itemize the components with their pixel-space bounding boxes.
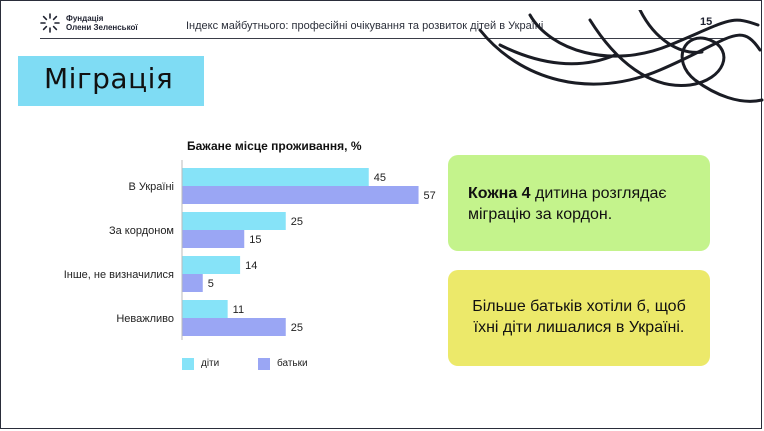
bar-parents	[182, 274, 203, 292]
bar-parents	[182, 318, 286, 336]
migration-bar-chart: Бажане місце проживання, % В Україні 45 57 З…	[64, 139, 436, 370]
callout-2-line-1: Більше батьків хотіли б, щоб	[472, 298, 686, 315]
callout-1-rest: дитина розглядає	[530, 185, 667, 202]
header-title: Індекс майбутнього: професійні очікуванн…	[186, 20, 544, 32]
section-title-background	[18, 56, 204, 106]
callout-parents-preference: Більше батьків хотіли б, щоб їхні діти л…	[448, 270, 710, 366]
chart-title: Бажане місце проживання, %	[187, 139, 362, 153]
legend-label: діти	[201, 358, 219, 369]
bar-children	[182, 300, 228, 318]
section-title: Міграція	[44, 62, 174, 95]
callout-1-line-2: міграцію за кордон.	[468, 206, 613, 223]
header-divider	[40, 38, 728, 39]
callout-1-line-1: Кожна 4 дитина розглядає	[468, 183, 710, 204]
data-label: 5	[208, 278, 214, 290]
legend-swatch	[182, 358, 194, 370]
bar-parents	[182, 230, 245, 248]
bar-parents	[182, 186, 419, 204]
callout-1-bold: Кожна 4	[468, 185, 531, 202]
page-number: 15	[700, 16, 713, 28]
logo-line-2: Олени Зеленської	[66, 23, 138, 32]
data-label: 25	[291, 322, 303, 334]
category-label: Інше, не визначилися	[64, 269, 174, 281]
legend-label: батьки	[277, 357, 308, 369]
data-label: 45	[374, 172, 386, 184]
logo-line-1: Фундація	[66, 14, 104, 23]
category-label: За кордоном	[109, 225, 174, 237]
legend-swatch	[258, 358, 270, 370]
data-label: 11	[233, 304, 244, 316]
callout-child-migration: Кожна 4 дитина розглядає міграцію за кор…	[448, 155, 710, 251]
category-label: Неважливо	[116, 313, 174, 325]
data-label: 57	[424, 190, 436, 202]
decorative-scribble-icon	[478, 10, 764, 103]
bar-children	[182, 168, 369, 186]
data-label: 15	[249, 234, 261, 246]
bar-children	[182, 256, 241, 274]
foundation-name: Фундація Олени Зеленської	[66, 14, 138, 32]
data-label: 14	[245, 260, 257, 272]
data-label: 25	[291, 216, 303, 228]
callout-2-line-2: їхні діти лишалися в Україні.	[473, 319, 685, 336]
category-label: В Україні	[128, 181, 174, 193]
foundation-logo-icon	[40, 13, 60, 33]
bar-children	[182, 212, 286, 230]
